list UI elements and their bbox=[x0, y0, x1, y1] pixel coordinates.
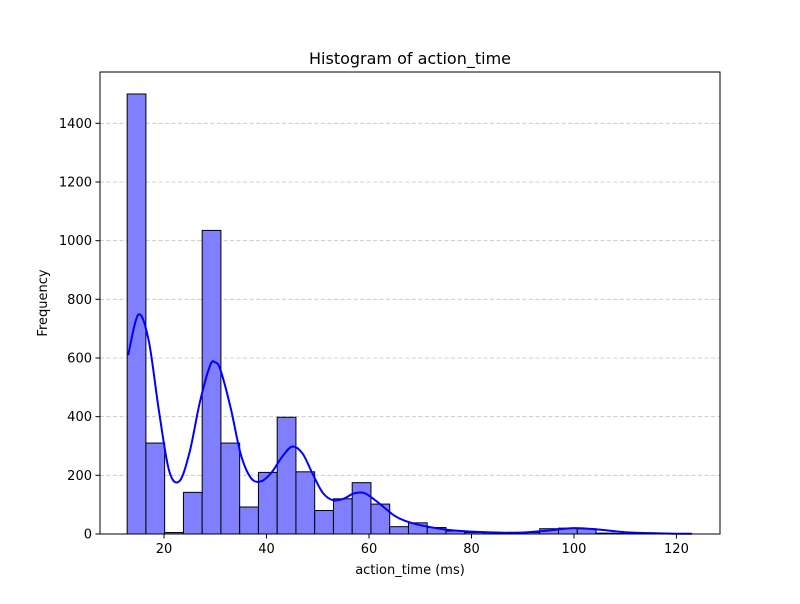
y-tick-label: 1200 bbox=[59, 176, 92, 191]
y-axis-label: Frequency bbox=[36, 269, 51, 336]
histogram-bar bbox=[315, 511, 334, 534]
chart-title: Histogram of action_time bbox=[309, 49, 511, 69]
y-tick-label: 200 bbox=[67, 469, 92, 484]
x-tick-label: 120 bbox=[664, 542, 689, 557]
histogram-bar bbox=[333, 499, 352, 534]
histogram-bar bbox=[296, 472, 315, 534]
histogram-bar bbox=[390, 527, 409, 534]
y-tick-label: 800 bbox=[67, 293, 92, 308]
histogram-bar bbox=[146, 443, 165, 534]
x-tick-label: 60 bbox=[361, 542, 378, 557]
y-tick-label: 1400 bbox=[59, 117, 92, 132]
histogram-bar bbox=[183, 492, 202, 534]
y-tick-label: 1000 bbox=[59, 234, 92, 249]
x-tick-label: 100 bbox=[562, 542, 587, 557]
x-tick-label: 20 bbox=[156, 542, 173, 557]
y-tick-label: 0 bbox=[84, 528, 92, 543]
histogram-bar bbox=[221, 443, 240, 534]
y-tick-label: 400 bbox=[67, 410, 92, 425]
histogram-bar bbox=[277, 417, 296, 534]
y-tick-label: 600 bbox=[67, 352, 92, 367]
x-axis-label: action_time (ms) bbox=[355, 563, 465, 578]
x-tick-label: 40 bbox=[258, 542, 275, 557]
x-tick-label: 80 bbox=[463, 542, 480, 557]
histogram-bar bbox=[352, 483, 371, 534]
histogram-bar bbox=[127, 94, 146, 534]
histogram-bar bbox=[240, 507, 259, 534]
